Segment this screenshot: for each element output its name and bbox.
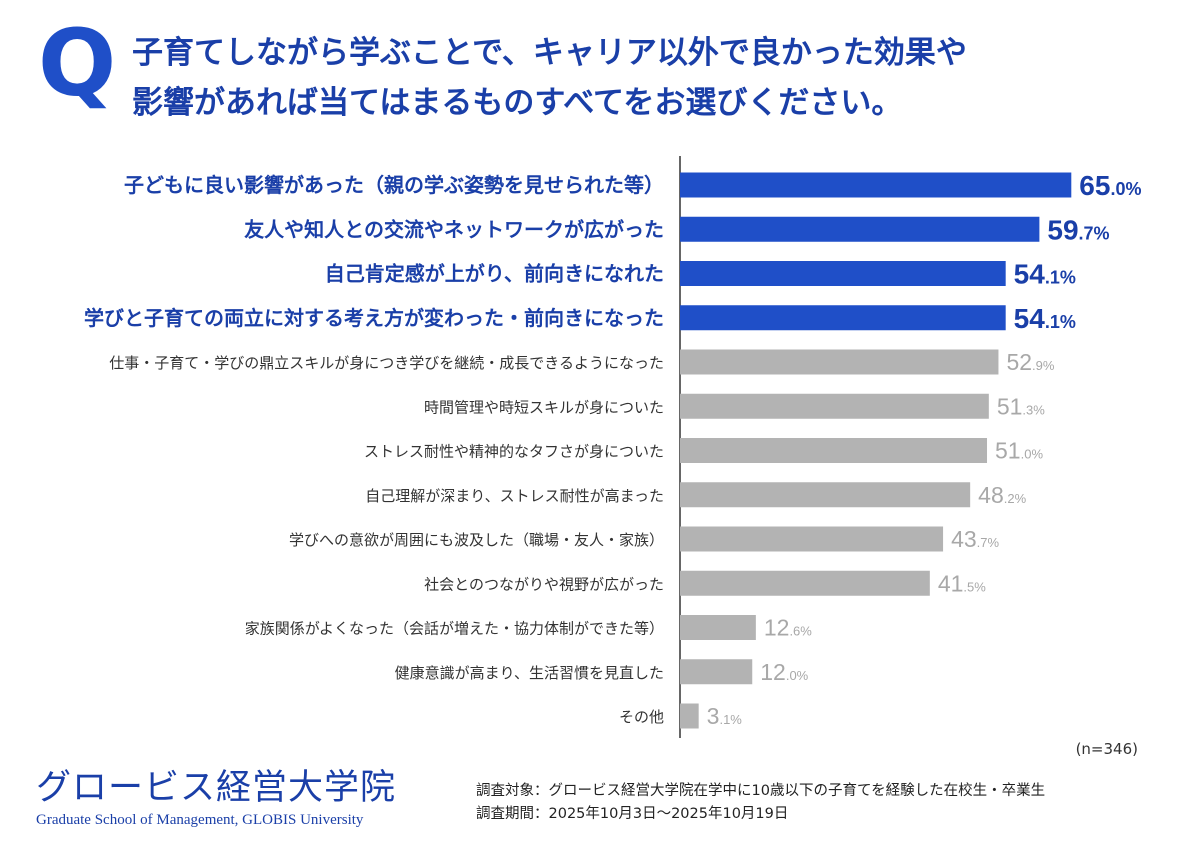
category-label: 自己理解が深まり、ストレス耐性が高まった <box>365 487 664 505</box>
bar <box>680 526 944 552</box>
value-label-integer: 48 <box>978 482 1004 508</box>
bar <box>680 393 989 419</box>
category-label: 学びと子育ての両立に対する考え方が変わった・前向きになった <box>84 306 664 330</box>
bar <box>680 615 756 640</box>
q-mark: Q <box>38 10 117 117</box>
category-label: ストレス耐性や精神的なタフさが身についた <box>364 443 664 461</box>
value-label: 59.7% <box>1047 214 1109 245</box>
value-label-decimal: .2% <box>1004 491 1027 506</box>
value-label: 51.0% <box>995 438 1043 464</box>
category-label: 子どもに良い影響があった（親の学ぶ姿勢を見せられた等） <box>124 173 664 197</box>
value-label: 54.1% <box>1014 303 1076 334</box>
category-label: 自己肯定感が上がり、前向きになれた <box>325 262 664 286</box>
value-label: 52.9% <box>1006 349 1054 375</box>
value-label-integer: 54 <box>1014 303 1046 334</box>
value-label-integer: 59 <box>1047 214 1078 245</box>
value-label-decimal: .3% <box>1022 402 1045 417</box>
value-label-decimal: .5% <box>963 579 986 594</box>
sample-size-label: (n=346) <box>1075 740 1138 758</box>
bar <box>680 349 999 375</box>
value-label-integer: 52 <box>1006 349 1032 375</box>
value-label: 12.0% <box>760 659 808 685</box>
category-label: 仕事・子育て・学びの鼎立スキルが身につき学びを継続・成長できるようになった <box>109 354 664 372</box>
value-label: 65.0% <box>1079 170 1141 201</box>
logo-sub-text: Graduate School of Management, GLOBIS Un… <box>36 812 364 828</box>
logo-main-text: グロービス経営大学院 <box>36 768 397 808</box>
bar <box>680 172 1072 198</box>
category-label: 家族関係がよくなった（会話が増えた・協力体制ができた等） <box>245 620 664 638</box>
value-label-integer: 43 <box>951 526 977 552</box>
value-label-integer: 51 <box>995 438 1021 464</box>
question-line-1: 子育てしながら学ぶことで、キャリア以外で良かった効果や <box>132 35 967 71</box>
category-label: その他 <box>619 708 664 726</box>
value-label: 41.5% <box>938 570 986 596</box>
value-label-integer: 65 <box>1079 170 1110 201</box>
category-label: 健康意識が高まり、生活習慣を見直した <box>395 664 664 682</box>
value-label-decimal: .1% <box>1045 312 1076 332</box>
value-label: 54.1% <box>1014 259 1076 290</box>
bar <box>680 438 988 463</box>
bar <box>680 703 699 729</box>
value-label-decimal: .6% <box>789 624 812 639</box>
bar <box>680 216 1040 242</box>
value-label: 51.3% <box>997 393 1045 419</box>
value-label-integer: 12 <box>760 659 786 685</box>
category-label: 時間管理や時短スキルが身についた <box>424 398 664 416</box>
value-label-decimal: .1% <box>1045 268 1076 288</box>
bar <box>680 659 753 685</box>
value-label-decimal: .7% <box>1079 223 1110 243</box>
category-label: 友人や知人との交流やネットワークが広がった <box>244 217 664 241</box>
bar-chart: 子どもに良い影響があった（親の学ぶ姿勢を見せられた等） 65.0%友人や知人との交… <box>84 156 1141 738</box>
question-title: 子育てしながら学ぶことで、キャリア以外で良かった効果や 影響があれば当てはまるも… <box>132 28 1172 128</box>
value-label: 3.1% <box>707 703 743 729</box>
category-label: 社会とのつながりや視野が広がった <box>424 575 664 593</box>
value-label-decimal: .7% <box>977 535 1000 550</box>
value-label-decimal: .0% <box>1110 179 1141 199</box>
bar <box>680 570 930 596</box>
value-label-decimal: .9% <box>1032 358 1055 373</box>
bar <box>680 305 1006 331</box>
globis-logo: グロービス経営大学院 Graduate School of Management… <box>36 766 396 829</box>
bar <box>680 482 971 508</box>
value-label-integer: 54 <box>1014 259 1046 290</box>
survey-info: 調査対象：グロービス経営大学院在学中に10歳以下の子育てを経験した在校生・卒業生… <box>476 780 1045 826</box>
value-label-decimal: .0% <box>1021 447 1044 462</box>
value-label-integer: 3 <box>707 703 720 729</box>
category-label: 学びへの意欲が周囲にも波及した（職場・友人・家族） <box>289 531 664 549</box>
value-label-integer: 12 <box>764 615 790 641</box>
value-label: 43.7% <box>951 526 999 552</box>
value-label-decimal: .1% <box>719 712 742 727</box>
value-label-integer: 41 <box>938 570 964 596</box>
value-label-decimal: .0% <box>786 668 809 683</box>
survey-period: 調査期間：2025年10月3日〜2025年10月19日 <box>476 806 789 822</box>
value-label-integer: 51 <box>997 393 1023 419</box>
value-label: 12.6% <box>764 615 812 641</box>
value-label: 48.2% <box>978 482 1026 508</box>
bar <box>680 261 1006 286</box>
survey-target: 調査対象：グロービス経営大学院在学中に10歳以下の子育てを経験した在校生・卒業生 <box>476 783 1046 799</box>
question-line-2: 影響があれば当てはまるものすべてをお選びください。 <box>132 85 903 121</box>
